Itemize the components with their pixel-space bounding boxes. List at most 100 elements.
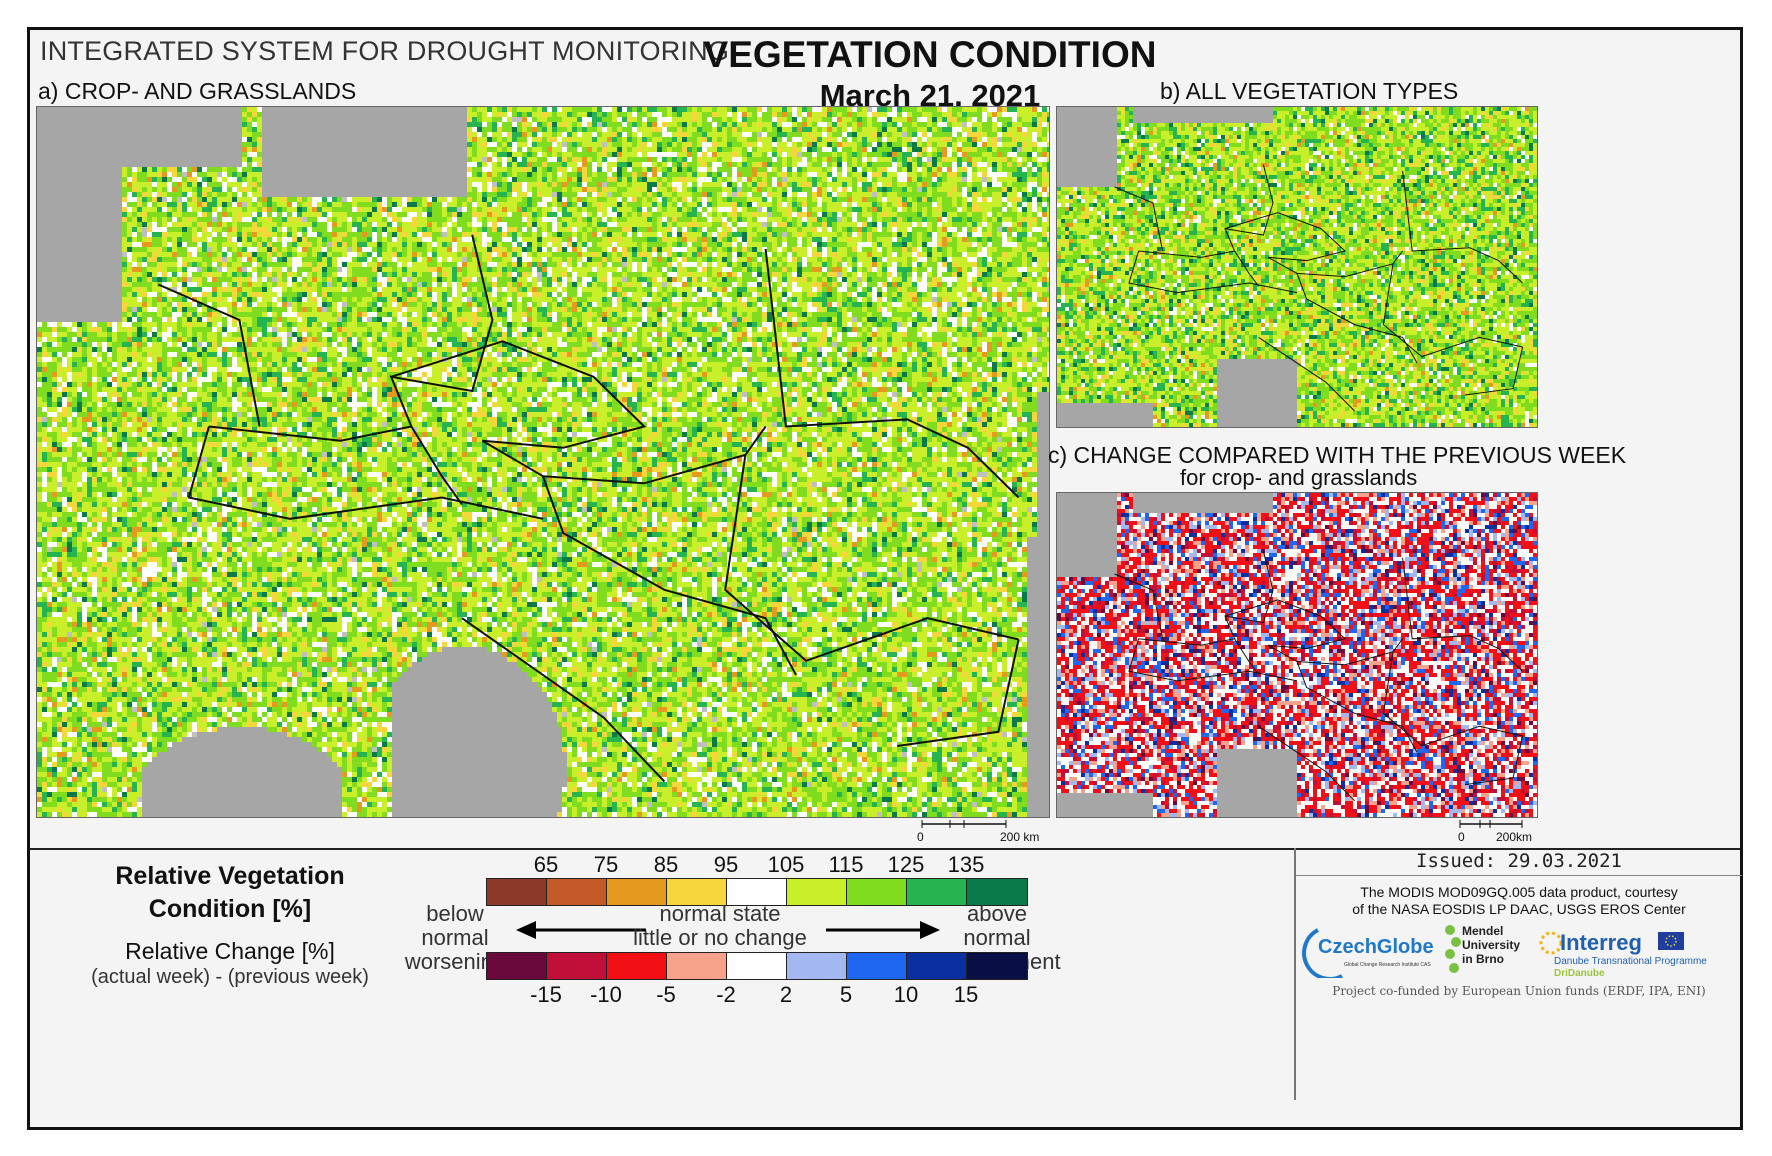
interreg-spark-icon xyxy=(1539,931,1563,955)
country-border xyxy=(1296,661,1418,753)
country-border xyxy=(389,234,494,427)
rc-swatch xyxy=(667,953,727,979)
panel-b-label: b) ALL VEGETATION TYPES xyxy=(1160,78,1458,105)
country-border xyxy=(1402,170,1523,284)
arrow-left-icon xyxy=(516,921,536,939)
legend-tick-label: 105 xyxy=(766,852,806,878)
legend-tick-label: 2 xyxy=(766,982,806,1008)
country-border xyxy=(1114,186,1164,252)
map-b-raster xyxy=(1057,107,1537,427)
country-border xyxy=(1296,273,1418,364)
legend-tick-label: -10 xyxy=(586,982,626,1008)
legend-tick-label: 125 xyxy=(886,852,926,878)
country-border xyxy=(157,283,261,427)
map-crop-grasslands xyxy=(36,106,1050,818)
country-border xyxy=(1224,551,1274,639)
below-normal-label: below normal xyxy=(390,902,520,950)
country-border xyxy=(542,475,797,676)
map-a-borders xyxy=(157,234,1020,783)
country-border xyxy=(1224,164,1274,252)
rc-subtitle: (actual week) - (previous week) xyxy=(80,966,380,989)
rvc-swatch xyxy=(907,879,967,905)
country-border xyxy=(1138,250,1259,287)
legend-tick-label: 95 xyxy=(706,852,746,878)
scale-bar-c-zero: 0 xyxy=(1458,830,1465,844)
modis-credit-line1: The MODIS MOD09GQ.005 data product, cour… xyxy=(1296,884,1742,901)
rvc-colorbar xyxy=(486,878,1028,906)
legend-tick-label: 75 xyxy=(586,852,626,878)
czechglobe-name: CzechGlobe xyxy=(1318,936,1434,959)
rc-swatch xyxy=(487,953,547,979)
rc-swatch xyxy=(907,953,967,979)
above-normal-label: above normal xyxy=(932,902,1062,950)
mendel-line1: Mendel xyxy=(1462,924,1520,938)
scale-bar-c-graphic xyxy=(1459,820,1523,828)
legend-panel: Relative Vegetation Condition [%] Relati… xyxy=(30,848,1740,1020)
country-border xyxy=(1128,250,1298,294)
rvc-swatch xyxy=(847,879,907,905)
mendel-line2: University xyxy=(1462,938,1520,952)
issued-date: Issued: 29.03.2021 xyxy=(1296,850,1742,876)
system-title: INTEGRATED SYSTEM FOR DROUGHT MONITORING xyxy=(40,36,729,67)
cofunded-note: Project co-funded by European Union fund… xyxy=(1296,984,1742,998)
country-border xyxy=(1267,250,1403,278)
interreg-name: Interreg xyxy=(1560,930,1642,956)
legend-tick-label: 10 xyxy=(886,982,926,1008)
eu-flag-icon xyxy=(1658,932,1684,950)
country-border xyxy=(1464,346,1524,396)
modis-credit-line2: of the NASA EOSDIS LP DAAC, USGS EROS Ce… xyxy=(1296,901,1742,918)
czechglobe-subtitle: Global Change Research Institute CAS xyxy=(1344,962,1431,968)
country-border xyxy=(1114,573,1164,639)
scale-bar-c-end: 200km xyxy=(1496,830,1532,844)
map-b-borders xyxy=(1114,164,1524,412)
country-border xyxy=(1224,599,1347,650)
country-border xyxy=(1267,638,1404,666)
page-title: VEGETATION CONDITION xyxy=(610,34,1250,76)
scale-bar-a-zero: 0 xyxy=(917,830,924,844)
legend-tick-label: 115 xyxy=(826,852,866,878)
map-all-vegetation xyxy=(1056,106,1538,428)
rvc-swatch xyxy=(547,879,607,905)
rvc-swatch xyxy=(487,879,547,905)
normal-state-label: normal state xyxy=(630,902,810,926)
country-border xyxy=(461,617,666,783)
rc-swatch xyxy=(847,953,907,979)
panel-a-label: a) CROP- AND GRASSLANDS xyxy=(38,78,356,105)
scale-bar-a-graphic xyxy=(921,820,1007,828)
panel-c-sublabel: for crop- and grasslands xyxy=(1180,465,1417,491)
country-border xyxy=(1258,725,1355,802)
rc-title: Relative Change [%] xyxy=(80,938,380,965)
rvc-swatch xyxy=(787,879,847,905)
legend-arrows xyxy=(516,921,940,939)
legend-tick-label: -2 xyxy=(706,982,746,1008)
country-border xyxy=(1258,336,1355,412)
drought-bulletin-frame: INTEGRATED SYSTEM FOR DROUGHT MONITORING… xyxy=(27,27,1743,1130)
scale-bar-a-end: 200 km xyxy=(1000,830,1039,844)
map-a-raster xyxy=(37,107,1049,817)
rvc-swatch xyxy=(967,879,1027,905)
rc-swatch xyxy=(787,953,847,979)
scale-bar-a xyxy=(910,820,1030,837)
legend-tick-label: -15 xyxy=(526,982,566,1008)
country-border xyxy=(724,454,1019,662)
rvc-swatch xyxy=(667,879,727,905)
rc-swatch xyxy=(547,953,607,979)
rc-swatch xyxy=(727,953,787,979)
arrow-right-icon xyxy=(920,921,940,939)
country-border xyxy=(1128,638,1298,682)
country-border xyxy=(208,425,463,506)
country-border xyxy=(1464,735,1524,786)
legend-tick-label: 65 xyxy=(526,852,566,878)
rc-swatch xyxy=(967,953,1027,979)
country-border xyxy=(390,340,647,449)
country-border xyxy=(1402,557,1523,672)
country-border xyxy=(1382,263,1523,358)
mendel-line3: in Brno xyxy=(1462,952,1520,966)
legend-tick-label: 135 xyxy=(946,852,986,878)
country-border xyxy=(897,639,1020,747)
legend-tick-label: -5 xyxy=(646,982,686,1008)
mendel-dots-icon xyxy=(1445,925,1461,973)
scale-bar-c xyxy=(1450,820,1540,837)
rvc-title-line1: Relative Vegetation xyxy=(100,860,360,893)
panel-c-label: c) CHANGE COMPARED WITH THE PREVIOUS WEE… xyxy=(1048,442,1626,469)
